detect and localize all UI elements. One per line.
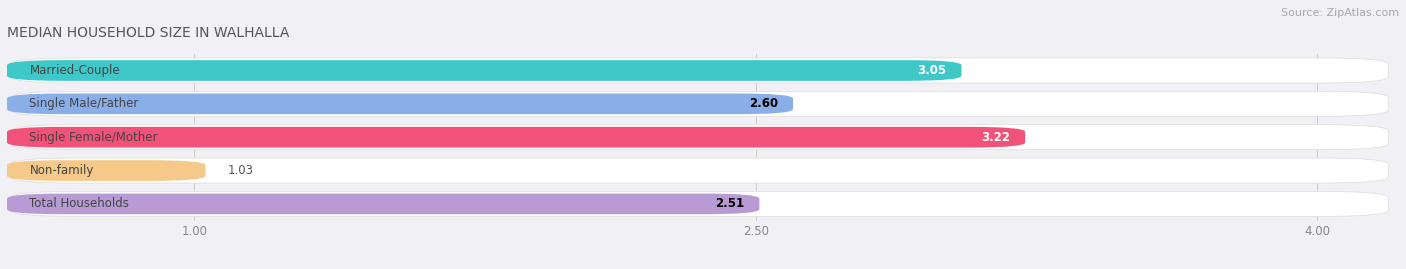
FancyBboxPatch shape xyxy=(7,194,759,214)
FancyBboxPatch shape xyxy=(7,160,205,181)
Text: Source: ZipAtlas.com: Source: ZipAtlas.com xyxy=(1281,8,1399,18)
FancyBboxPatch shape xyxy=(7,94,793,114)
FancyBboxPatch shape xyxy=(11,58,1388,83)
Text: 2.51: 2.51 xyxy=(716,197,744,210)
FancyBboxPatch shape xyxy=(7,60,962,81)
Text: MEDIAN HOUSEHOLD SIZE IN WALHALLA: MEDIAN HOUSEHOLD SIZE IN WALHALLA xyxy=(7,26,290,40)
FancyBboxPatch shape xyxy=(11,158,1388,183)
Text: Single Male/Father: Single Male/Father xyxy=(30,97,139,110)
FancyBboxPatch shape xyxy=(11,192,1388,217)
Text: 1.03: 1.03 xyxy=(228,164,254,177)
FancyBboxPatch shape xyxy=(7,127,1025,147)
Text: Non-family: Non-family xyxy=(30,164,94,177)
FancyBboxPatch shape xyxy=(11,125,1388,150)
Text: Total Households: Total Households xyxy=(30,197,129,210)
Text: Single Female/Mother: Single Female/Mother xyxy=(30,131,157,144)
Text: 2.60: 2.60 xyxy=(749,97,778,110)
Text: Married-Couple: Married-Couple xyxy=(30,64,120,77)
Text: 3.05: 3.05 xyxy=(917,64,946,77)
Text: 3.22: 3.22 xyxy=(981,131,1010,144)
FancyBboxPatch shape xyxy=(11,91,1388,116)
